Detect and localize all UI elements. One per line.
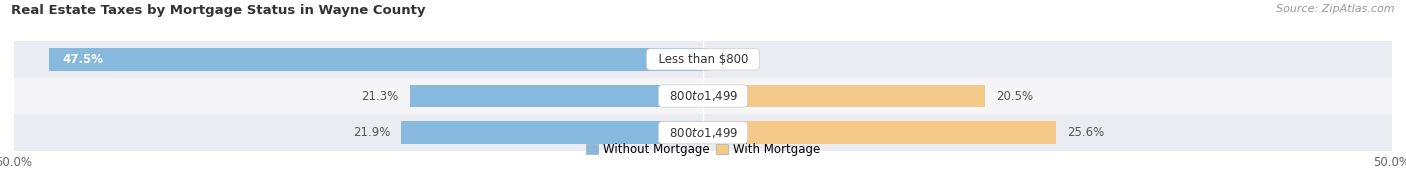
Bar	[401, 121, 703, 144]
Bar	[703, 48, 707, 71]
Text: 21.9%: 21.9%	[353, 126, 391, 139]
Bar	[409, 85, 703, 107]
Text: 21.3%: 21.3%	[361, 90, 398, 103]
Bar	[703, 85, 986, 107]
Text: 25.6%: 25.6%	[1067, 126, 1104, 139]
Text: Real Estate Taxes by Mortgage Status in Wayne County: Real Estate Taxes by Mortgage Status in …	[11, 4, 426, 17]
Text: 20.5%: 20.5%	[997, 90, 1033, 103]
Text: $800 to $1,499: $800 to $1,499	[662, 126, 744, 140]
Bar	[48, 48, 703, 71]
Text: Less than $800: Less than $800	[651, 53, 755, 66]
Bar	[14, 78, 1392, 114]
Bar	[14, 41, 1392, 78]
Text: 0.29%: 0.29%	[718, 53, 755, 66]
Text: Source: ZipAtlas.com: Source: ZipAtlas.com	[1277, 4, 1395, 14]
Text: $800 to $1,499: $800 to $1,499	[662, 89, 744, 103]
Bar	[14, 114, 1392, 151]
Text: 47.5%: 47.5%	[62, 53, 103, 66]
Bar	[703, 121, 1056, 144]
Legend: Without Mortgage, With Mortgage: Without Mortgage, With Mortgage	[586, 143, 820, 156]
